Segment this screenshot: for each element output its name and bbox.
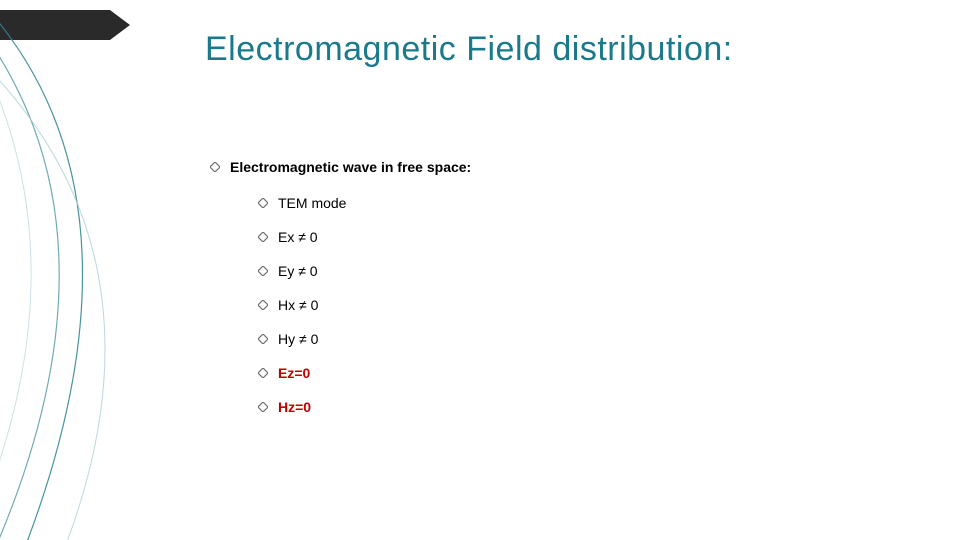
list-item-label: Hz=0: [278, 400, 311, 414]
list-item-label: Ey ≠ 0: [278, 264, 318, 278]
list-item-label: Electromagnetic wave in free space:: [230, 160, 471, 174]
list-item-label: TEM mode: [278, 196, 346, 210]
bullet-icon: [258, 334, 268, 344]
list-item: Hz=0: [258, 400, 471, 414]
bullet-icon: [258, 368, 268, 378]
list-item-label: Hy ≠ 0: [278, 332, 318, 346]
list-item: Ey ≠ 0: [258, 264, 471, 278]
list-item: Hy ≠ 0: [258, 332, 471, 346]
list-item: Hx ≠ 0: [258, 298, 471, 312]
list-item-label: Hx ≠ 0: [278, 298, 318, 312]
list-item-label: Ez=0: [278, 366, 310, 380]
content-block: Electromagnetic wave in free space: TEM …: [210, 160, 471, 434]
list-item-label: Ex ≠ 0: [278, 230, 318, 244]
bullet-icon: [258, 198, 268, 208]
bullet-icon: [258, 232, 268, 242]
bullet-icon: [258, 266, 268, 276]
bullet-icon: [258, 402, 268, 412]
list-item: TEM mode: [258, 196, 471, 210]
list-item: Ex ≠ 0: [258, 230, 471, 244]
list-item: Ez=0: [258, 366, 471, 380]
decorative-curves: [0, 0, 200, 540]
corner-ribbon: [0, 10, 130, 40]
bullet-icon: [258, 300, 268, 310]
list-item-lvl1: Electromagnetic wave in free space:: [210, 160, 471, 174]
bullet-icon: [210, 162, 220, 172]
slide: Electromagnetic Field distribution: Elec…: [0, 0, 960, 540]
slide-title: Electromagnetic Field distribution:: [205, 30, 733, 69]
sublist: TEM mode Ex ≠ 0 Ey ≠ 0 Hx ≠ 0: [258, 196, 471, 414]
